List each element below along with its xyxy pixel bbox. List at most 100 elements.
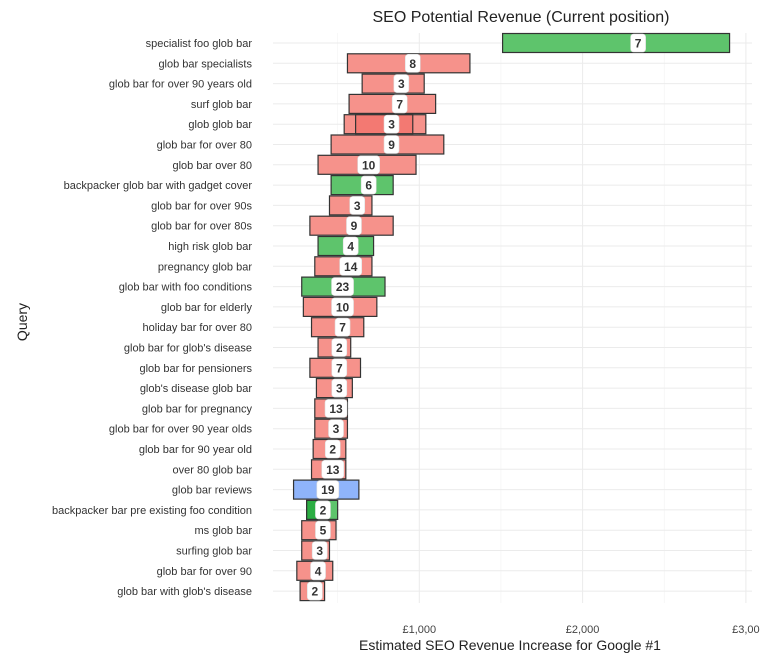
- count-label-box: [349, 196, 366, 215]
- count-label: 7: [396, 97, 403, 111]
- bar-group: 2: [306, 499, 339, 520]
- y-tick-label: glob bar for over 80: [157, 140, 252, 152]
- count-label: 7: [635, 37, 642, 51]
- y-tick-label: glob bar for over 90 years old: [109, 79, 252, 91]
- bar-group: 3: [301, 540, 331, 561]
- count-label-box: [393, 74, 410, 93]
- y-tick-label: glob bar for over 90: [157, 566, 252, 578]
- bar-group: 6: [330, 175, 394, 196]
- bar-group: 3: [343, 114, 427, 135]
- count-label-box: [324, 439, 341, 459]
- bar-group: 3: [328, 195, 373, 216]
- count-label-box: [315, 500, 331, 520]
- count-label: 7: [336, 361, 343, 375]
- count-label: 6: [365, 179, 372, 193]
- y-tick-label: ms glob bar: [195, 525, 253, 537]
- y-tick-label: over 80 glob bar: [173, 464, 253, 476]
- count-label-box: [357, 155, 380, 175]
- y-tick-label: glob's disease glob bar: [140, 383, 253, 395]
- count-label-box: [311, 541, 328, 560]
- count-label: 4: [315, 564, 322, 578]
- count-label: 13: [329, 402, 343, 416]
- bar-group: 2: [299, 580, 326, 602]
- x-tick-label: £3,00: [732, 624, 760, 636]
- count-label-box: [328, 419, 344, 439]
- count-label: 3: [354, 199, 361, 213]
- y-tick-label: specialist foo glob bar: [146, 38, 253, 50]
- y-tick-label: glob bar with glob's disease: [117, 586, 252, 598]
- bar-group: 9: [330, 134, 445, 155]
- count-label-box: [331, 277, 354, 296]
- range-bar: [361, 73, 425, 94]
- count-label: 14: [344, 260, 358, 274]
- y-tick-label: high risk glob bar: [168, 241, 252, 253]
- y-tick-label: glob bar for pregnancy: [142, 403, 253, 415]
- count-label: 3: [333, 422, 340, 436]
- x-axis-label: Estimated SEO Revenue Increase for Googl…: [359, 637, 661, 653]
- y-tick-label: glob bar over 80: [173, 160, 253, 172]
- bar-group: 10: [317, 154, 417, 175]
- y-tick-label: glob glob bar: [188, 119, 252, 131]
- count-label: 3: [316, 544, 323, 558]
- y-tick-label: surf glob bar: [191, 99, 252, 111]
- count-label: 2: [336, 341, 343, 355]
- count-label-box: [321, 459, 345, 479]
- count-label: 5: [320, 524, 327, 538]
- bar-group: 2: [312, 438, 347, 460]
- count-label-box: [630, 33, 646, 53]
- count-label-box: [383, 114, 400, 134]
- range-bar: [501, 32, 731, 54]
- count-label: 3: [388, 118, 395, 132]
- count-label-box: [404, 53, 421, 73]
- bar-group: 4: [317, 235, 375, 257]
- count-label-box: [334, 317, 351, 337]
- bar-group: 2: [317, 337, 352, 358]
- bar-group: 23: [301, 276, 386, 297]
- count-label: 10: [336, 300, 350, 314]
- y-tick-label: glob bar for 90 year old: [139, 444, 252, 456]
- count-label-box: [315, 520, 331, 540]
- y-axis-label: Query: [14, 303, 30, 341]
- y-tick-label: glob bar for pensioners: [139, 363, 252, 375]
- bar-group: 7: [310, 317, 365, 338]
- y-tick-label: glob bar for over 90 year olds: [109, 424, 253, 436]
- count-label-box: [331, 338, 348, 357]
- bar-group: 19: [292, 479, 360, 500]
- count-label: 13: [326, 463, 340, 477]
- bar-group: 3: [314, 418, 349, 439]
- count-label: 4: [347, 240, 354, 254]
- bar-group: 5: [301, 520, 337, 541]
- y-tick-label: pregnancy glob bar: [158, 261, 253, 273]
- bar-group: 3: [315, 378, 353, 399]
- y-tick-label: glob bar for over 90s: [151, 200, 252, 212]
- y-tick-label: glob bar for elderly: [161, 302, 253, 314]
- bar-group: 7: [501, 32, 731, 54]
- count-label: 2: [329, 443, 336, 457]
- bar-group: 9: [309, 215, 394, 236]
- count-label-box: [339, 256, 363, 276]
- count-label: 2: [311, 585, 318, 599]
- count-label: 3: [336, 382, 343, 396]
- y-tick-label: surfing glob bar: [176, 546, 252, 558]
- count-label: 7: [339, 321, 346, 335]
- count-label: 9: [351, 219, 358, 233]
- count-label-box: [383, 135, 400, 154]
- bar-group: 10: [302, 296, 378, 317]
- bar-group: 3: [361, 73, 425, 94]
- count-label-box: [306, 581, 323, 601]
- bar-group: 13: [310, 459, 347, 480]
- bar-group: 14: [314, 256, 373, 277]
- y-tick-label: glob bar for over 80s: [151, 221, 252, 233]
- count-label-box: [391, 94, 408, 114]
- x-tick-labels: £1,000 £2,000 £3,00: [402, 624, 759, 636]
- y-tick-label: backpacker bar pre existing foo conditio…: [52, 505, 252, 517]
- count-label-box: [331, 378, 348, 398]
- bar-group: 7: [348, 93, 437, 115]
- y-tick-label: holiday bar for over 80: [143, 322, 252, 334]
- x-tick-label: £1,000: [402, 624, 436, 636]
- bar-group: 8: [346, 53, 471, 74]
- count-label-box: [342, 236, 359, 256]
- count-label-box: [360, 175, 377, 195]
